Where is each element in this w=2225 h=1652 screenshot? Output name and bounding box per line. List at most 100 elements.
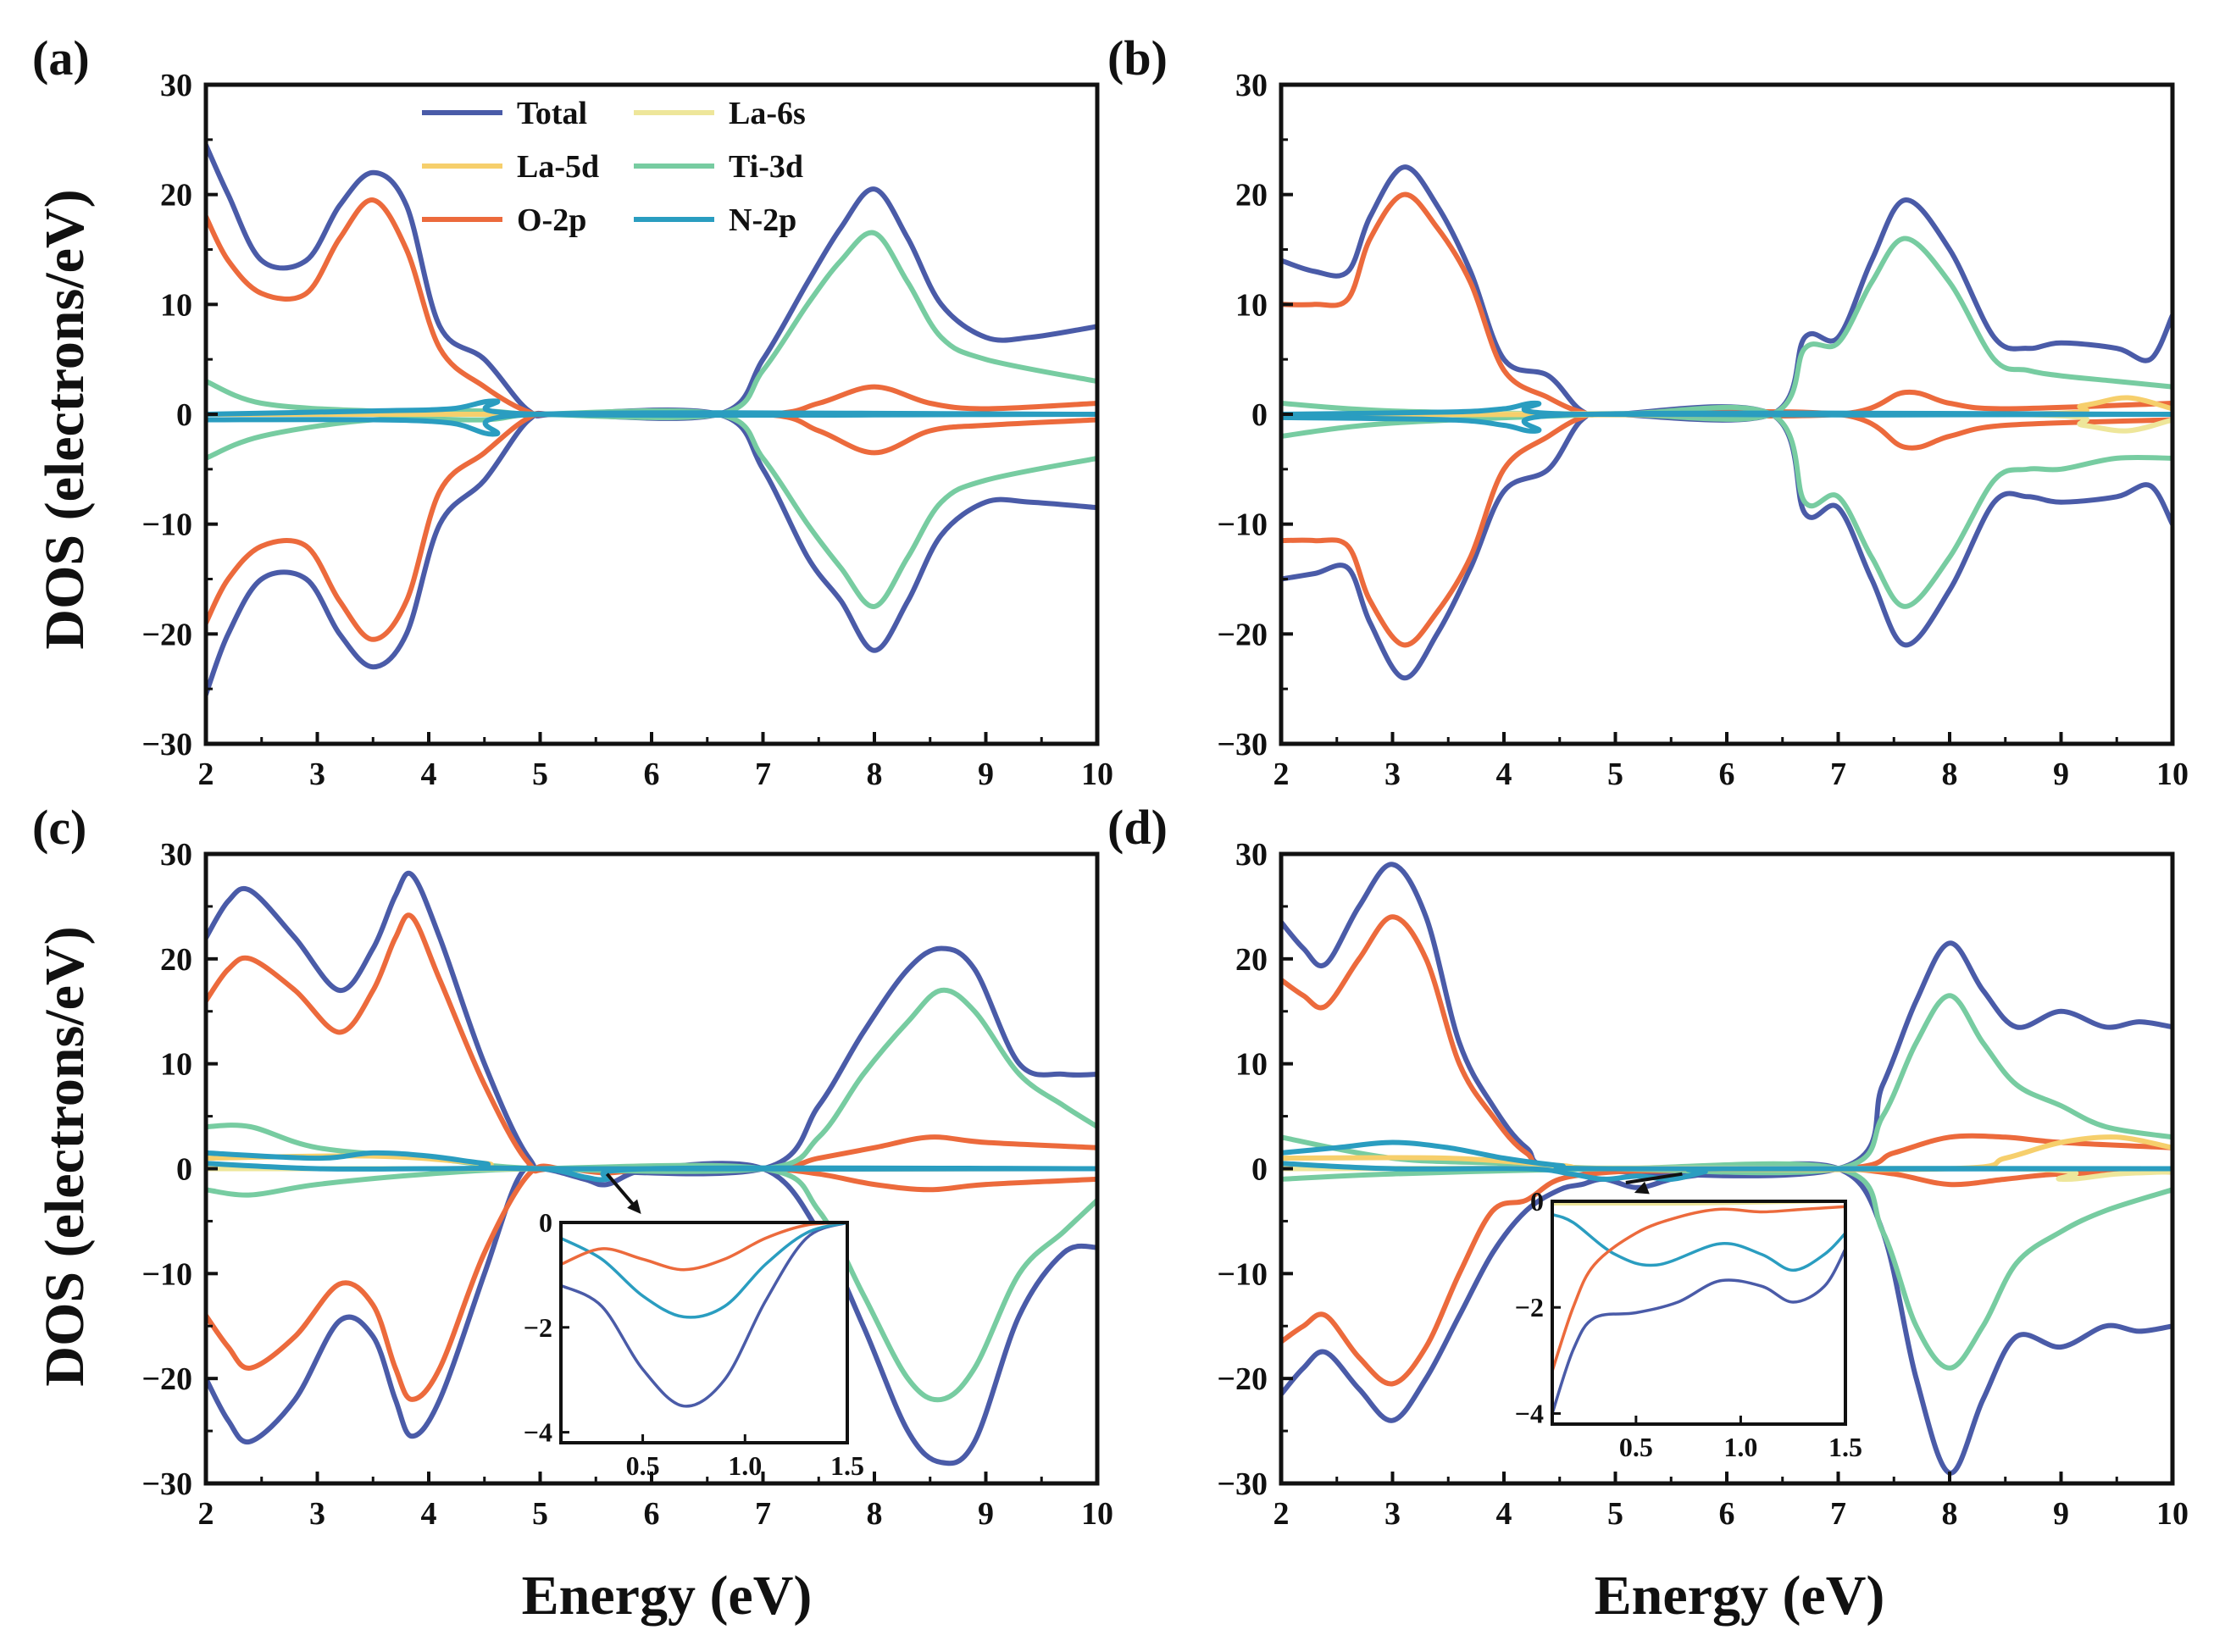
y-tick-label: 20 (1235, 942, 1268, 978)
y-tick-label: 0 (1251, 1152, 1268, 1188)
series-o-2p-up (206, 197, 1097, 419)
series-o-2p-up (1281, 914, 2172, 1173)
x-axis-title-right: Energy (eV) (1595, 1565, 1885, 1627)
y-tick-label: −20 (141, 1361, 192, 1397)
series-o-2p-down (1281, 408, 2172, 648)
inset-series-total (561, 1222, 847, 1408)
inset-frame (1551, 1200, 1847, 1426)
panel-c: 2 3 4 5 6 7 8 9 10 30 20 10 0 −10 −20 −30 (c) 0.5 1.0 1.5 0 −… (32, 800, 1113, 1532)
inset-y-tick-label: −4 (524, 1417, 552, 1448)
x-tick-label: 9 (978, 757, 994, 792)
x-tick-label: 5 (532, 757, 548, 792)
x-axis-title-left: Energy (eV) (522, 1565, 813, 1627)
x-tick-label: 6 (644, 1496, 660, 1532)
series-ti-3d-up (206, 987, 1097, 1174)
inset-arrowhead (1634, 1181, 1650, 1195)
inset-y-tick-label: 0 (1530, 1186, 1544, 1217)
x-tick-label: 7 (755, 757, 771, 792)
series-total-up (1281, 862, 2172, 1178)
x-tick-label: 2 (198, 757, 214, 792)
x-tick-label: 7 (1830, 757, 1846, 792)
series-group (206, 142, 1097, 697)
inset-x-tick-label: 1.5 (830, 1450, 864, 1481)
series-group (1281, 164, 2172, 681)
series-total-up (1281, 164, 2172, 423)
series-o-2p-up (206, 912, 1097, 1174)
series-group (1281, 862, 2172, 1476)
x-tick-label: 2 (198, 1496, 214, 1532)
y-axis-title-bottom: DOS (electrons/eV) (34, 926, 96, 1386)
y-tick-label: −30 (1217, 727, 1268, 762)
series-ti-3d-down (1281, 404, 2172, 609)
legend-label-la-5d: La-5d (517, 149, 599, 185)
inset-y-tick-label: −2 (524, 1312, 552, 1343)
y-tick-label: 0 (176, 1152, 192, 1188)
y-tick-label: −10 (1217, 507, 1268, 543)
legend-label-o-2p: O-2p (517, 202, 586, 238)
y-tick-label: −20 (1217, 1361, 1268, 1397)
x-tick-label: 3 (309, 757, 325, 792)
y-tick-label: 0 (1251, 397, 1268, 433)
series-o-2p-down (206, 410, 1097, 642)
inset-series-o-2p (561, 1222, 847, 1272)
legend-label-la-6s: La-6s (729, 96, 806, 131)
x-tick-label: 5 (1607, 1496, 1623, 1532)
y-tick-label: −30 (141, 1466, 192, 1502)
series-total-up (206, 870, 1097, 1177)
x-tick-label: 4 (1496, 757, 1512, 792)
y-tick-label: 10 (160, 287, 192, 323)
y-tick-label: −10 (1217, 1256, 1268, 1292)
x-tick-label: 2 (1273, 1496, 1290, 1532)
x-tick-label: 3 (1384, 1496, 1401, 1532)
y-tick-label: 10 (1235, 1047, 1268, 1083)
x-tick-label: 9 (2053, 757, 2069, 792)
x-tick-label: 10 (2156, 757, 2189, 792)
x-tick-label: 8 (1942, 1496, 1958, 1532)
inset-c: 0.5 1.0 1.5 0 −2 −4 (524, 1172, 864, 1481)
x-tick-label: 4 (1496, 1496, 1512, 1532)
x-tick-label: 8 (1942, 757, 1958, 792)
legend-label-total: Total (517, 96, 587, 131)
panel-label: (c) (32, 800, 86, 855)
x-tick-label: 10 (1081, 757, 1113, 792)
y-tick-label: −10 (141, 1256, 192, 1292)
series-ti-3d-up (1281, 236, 2172, 422)
y-tick-label: 20 (160, 942, 192, 978)
panel-a: 2 3 4 5 6 7 8 9 10 30 20 10 0 −10 −20 −30 (a) (32, 30, 1113, 792)
y-tick-label: −10 (141, 507, 192, 543)
series-o-2p-down (206, 1163, 1097, 1402)
y-tick-label: 30 (160, 837, 192, 873)
y-tick-label: 30 (160, 68, 192, 103)
y-tick-label: 20 (160, 178, 192, 213)
series-total-down (206, 407, 1097, 697)
inset-series-n-2p (561, 1222, 847, 1319)
x-tick-label: 10 (1081, 1496, 1113, 1532)
y-tick-label: −20 (141, 617, 192, 652)
x-tick-label: 3 (1384, 757, 1401, 792)
y-tick-label: 0 (176, 397, 192, 433)
x-tick-label: 4 (421, 1496, 437, 1532)
y-axis-title-top: DOS (electrons/eV) (34, 189, 96, 649)
inset-frame (559, 1221, 849, 1444)
series-n-2p-down (1281, 410, 2172, 434)
x-tick-label: 8 (867, 757, 883, 792)
panel-label: (b) (1107, 30, 1168, 86)
inset-y-tick-label: −4 (1515, 1398, 1544, 1428)
series-group (206, 870, 1097, 1466)
series-n-2p-down (1281, 1161, 2172, 1182)
inset-x-tick-label: 1.0 (728, 1450, 762, 1481)
inset-y-tick-label: −2 (1515, 1292, 1544, 1322)
series-n-2p-down (206, 1161, 1097, 1183)
series-total-up (206, 142, 1097, 421)
inset-arrow (605, 1172, 635, 1206)
x-tick-label: 5 (532, 1496, 548, 1532)
panel-label: (d) (1107, 800, 1168, 855)
legend-label-ti-3d: Ti-3d (729, 149, 803, 185)
inset-arrowhead (627, 1199, 641, 1214)
x-tick-label: 7 (755, 1496, 771, 1532)
y-tick-label: −30 (141, 727, 192, 762)
x-tick-label: 3 (309, 1496, 325, 1532)
x-tick-label: 6 (1719, 757, 1735, 792)
x-tick-label: 9 (2053, 1496, 2069, 1532)
legend: Total La-6s La-5d Ti-3d O-2p N-2p (422, 96, 806, 238)
